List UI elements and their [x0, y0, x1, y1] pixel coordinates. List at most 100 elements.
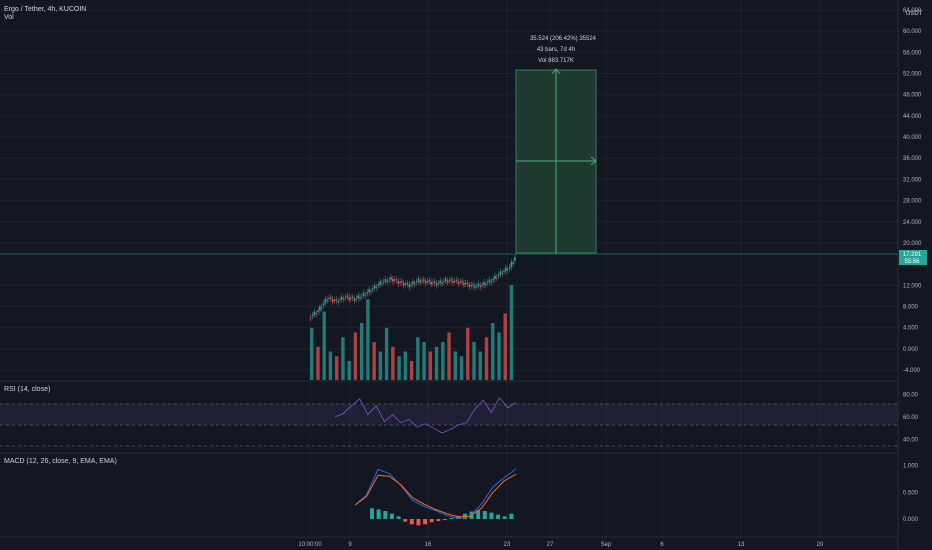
candles	[310, 254, 516, 322]
price-tick: 64.000	[903, 8, 922, 14]
last-price-badge	[899, 250, 927, 265]
candle	[344, 296, 347, 298]
candle	[452, 280, 454, 283]
candle	[340, 296, 343, 300]
candle	[311, 314, 314, 317]
candle	[322, 303, 325, 306]
candle	[464, 283, 467, 284]
price-tick: 24.000	[903, 220, 922, 226]
time-tick: 16	[425, 542, 432, 548]
candle	[419, 280, 421, 283]
candle	[485, 283, 487, 285]
price-tick: 28.000	[903, 199, 922, 205]
vol-label[interactable]: Vol	[4, 14, 14, 21]
candle	[328, 298, 330, 299]
candle	[384, 278, 387, 282]
candle	[494, 275, 496, 280]
candle	[472, 284, 474, 286]
candle	[330, 297, 332, 299]
volume-bar	[322, 311, 326, 380]
volume-bar	[384, 327, 389, 380]
symbol-title[interactable]: Ergo / Tether, 4h, KUCOIN	[4, 6, 86, 13]
candle	[430, 282, 432, 285]
bar-countdown: 55:56	[904, 259, 920, 265]
candle	[392, 278, 394, 282]
candle	[331, 299, 334, 302]
macd-hist-bar	[403, 519, 408, 522]
arrow-up-icon	[551, 68, 561, 75]
candle	[410, 284, 412, 286]
candle	[402, 283, 405, 286]
volume-bars	[310, 285, 514, 380]
candle	[435, 283, 438, 286]
macd-label[interactable]: MACD (12, 26, close, 9, EMA, EMA)	[4, 458, 117, 465]
rsi-band-fill	[0, 404, 898, 425]
volume-bar	[372, 342, 376, 380]
volume-bar	[509, 285, 514, 380]
price-tick: 48.000	[903, 93, 922, 99]
arrow-right-icon	[590, 156, 597, 166]
rsi-label[interactable]: RSI (14, close)	[4, 386, 50, 393]
volume-bar	[453, 351, 458, 380]
candle	[448, 280, 451, 282]
candle	[492, 279, 494, 281]
time-tick: 10:00:00	[298, 542, 322, 548]
volume-bar	[484, 337, 489, 380]
price-tick: 32.000	[903, 177, 922, 183]
candle	[388, 279, 390, 281]
volume-bar	[422, 342, 426, 380]
measure-change: 35.524 (206.42%) 35524	[530, 36, 597, 42]
candle	[351, 296, 354, 299]
volume-bar	[466, 327, 470, 380]
macd-tick: 1.000	[903, 464, 919, 470]
candle	[337, 301, 339, 303]
time-tick: 9	[348, 542, 352, 548]
price-tick: 36.000	[903, 156, 922, 162]
volume-bar	[447, 332, 451, 380]
candle	[495, 277, 498, 279]
signal-line	[354, 473, 517, 518]
candle	[371, 288, 374, 290]
time-tick: Sep	[601, 542, 612, 548]
candle	[475, 285, 478, 287]
candle	[317, 310, 319, 313]
price-tick: 60.000	[903, 29, 922, 35]
candle	[406, 282, 409, 285]
macd-hist-bar	[509, 513, 514, 519]
candle	[510, 262, 513, 268]
candle	[397, 281, 400, 284]
candle	[426, 281, 429, 283]
candle	[417, 278, 420, 282]
candle	[424, 281, 427, 284]
candle	[335, 299, 338, 301]
price-tick: 40.000	[903, 135, 922, 141]
price-tick: 4.000	[903, 326, 919, 332]
measure-volume: Vol 883.717K	[538, 58, 574, 64]
candle	[457, 281, 460, 284]
time-tick: 6	[660, 542, 664, 548]
candle	[379, 281, 381, 285]
candle	[459, 281, 462, 283]
candle	[463, 282, 465, 286]
rsi-tick: 60.00	[903, 415, 919, 421]
candle	[359, 297, 361, 299]
candle	[324, 298, 327, 304]
candle	[421, 280, 423, 282]
candle	[499, 271, 502, 275]
volume-bar	[409, 361, 414, 380]
time-axis: 10:00:00 9 16 23 27 Sep 6 13 20	[298, 542, 824, 548]
price-tick: 0.000	[903, 347, 919, 353]
candle	[512, 262, 514, 264]
candle	[399, 281, 401, 283]
macd-hist-bar	[383, 511, 388, 519]
time-tick: 23	[504, 542, 511, 548]
volume-bar	[472, 342, 476, 380]
candle	[423, 279, 425, 281]
volume-bar	[441, 342, 445, 380]
rsi-tick: 80.00	[903, 392, 919, 398]
candle	[320, 307, 323, 309]
candle	[339, 299, 341, 301]
macd-hist-bar	[423, 519, 428, 525]
volume-bar	[428, 351, 433, 380]
